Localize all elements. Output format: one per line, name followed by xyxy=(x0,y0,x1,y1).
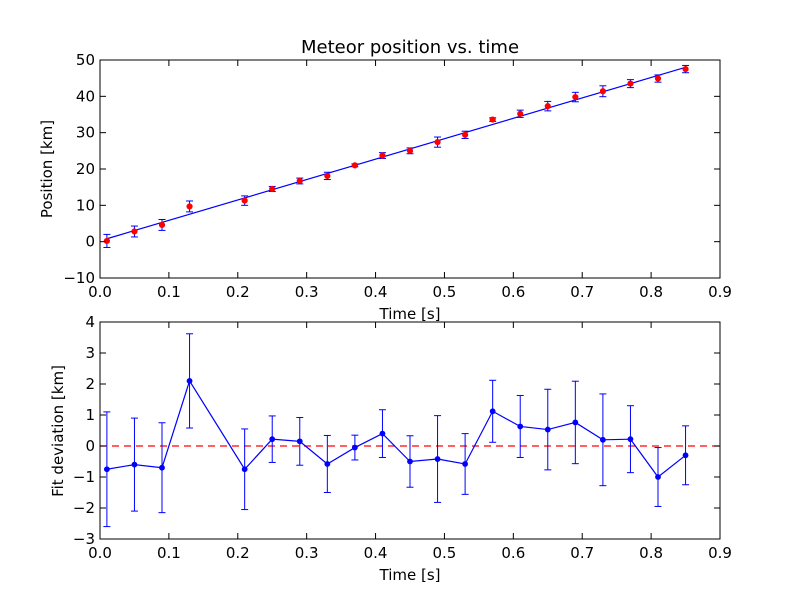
position-chart-y-tick-label: 40 xyxy=(76,87,95,105)
deviation-data-point xyxy=(599,436,606,443)
position-chart-y-tick-label: 30 xyxy=(76,124,95,142)
position-data-point xyxy=(324,172,331,180)
deviation-chart-x-tick-label: 0.3 xyxy=(295,544,319,562)
deviation-data-point xyxy=(131,461,138,468)
position-chart-x-tick-label: 0.8 xyxy=(639,283,663,301)
deviation-chart-x-tick-label: 0.5 xyxy=(433,544,457,562)
deviation-chart-x-tick-label: 0.1 xyxy=(157,544,181,562)
position-chart-x-tick-label: 0.9 xyxy=(708,283,732,301)
position-data-point xyxy=(131,228,138,235)
position-data-point xyxy=(517,110,524,117)
deviation-data-point xyxy=(489,408,496,415)
position-chart-x-tick-label: 0.5 xyxy=(433,283,457,301)
position-chart-y-tick-label: 0 xyxy=(85,233,95,251)
deviation-data-point xyxy=(159,464,165,471)
deviation-data-point xyxy=(462,461,469,467)
deviation-chart-x-tick-label: 0.0 xyxy=(88,544,112,562)
position-data-point xyxy=(599,88,606,95)
position-data-point xyxy=(406,147,414,154)
deviation-data-point xyxy=(407,458,413,465)
deviation-chart: 0.0 0.1 0.2 0.3 0.4 0.5 0.6 0.7 0.8 0.9 −3 −2 −1 0 1 2… xyxy=(49,313,732,584)
deviation-chart-y-tick-label: −2 xyxy=(73,499,95,517)
position-data-point xyxy=(544,103,551,110)
position-chart-x-tick-label: 0.4 xyxy=(364,283,388,301)
position-chart-y-ticks: −10 0 10 20 30 40 50 xyxy=(63,51,720,287)
deviation-chart-x-tick-label: 0.2 xyxy=(226,544,250,562)
position-data-point xyxy=(682,65,689,73)
position-chart: Meteor position vs. time 0.0 0.1 0.2 0.3 0.4… xyxy=(38,37,732,323)
deviation-chart-y-tick-label: 3 xyxy=(85,344,95,362)
deviation-data-point xyxy=(655,474,661,480)
deviation-chart-y-tick-label: 4 xyxy=(85,313,95,331)
position-chart-x-tick-label: 0.3 xyxy=(295,283,319,301)
position-chart-y-tick-label: 10 xyxy=(76,196,95,214)
position-chart-x-tick-label: 0.1 xyxy=(157,283,181,301)
deviation-chart-y-ticks: −3 −2 −1 0 1 2 3 4 xyxy=(73,313,720,548)
deviation-data-point xyxy=(351,444,358,451)
position-data-point xyxy=(269,185,276,193)
position-chart-y-axis-label: Position [km] xyxy=(38,120,56,218)
position-data-point xyxy=(103,237,110,245)
position-chart-x-tick-label: 0.7 xyxy=(570,283,594,301)
position-data-point xyxy=(158,221,166,229)
position-chart-x-axis-label: Time [s] xyxy=(379,305,441,323)
position-data-point xyxy=(186,203,193,210)
deviation-chart-y-tick-label: 2 xyxy=(85,375,95,393)
deviation-data-point xyxy=(517,423,524,430)
position-chart-x-tick-label: 0.0 xyxy=(88,283,112,301)
position-data-point xyxy=(434,139,441,146)
deviation-data-point xyxy=(682,452,689,459)
position-fit-line xyxy=(106,66,686,240)
deviation-chart-x-tick-label: 0.7 xyxy=(570,544,594,562)
position-chart-x-ticks: 0.0 0.1 0.2 0.3 0.4 0.5 0.6 0.7 0.8 0.9 xyxy=(88,60,732,301)
deviation-data-point xyxy=(269,436,276,443)
deviation-data-point xyxy=(324,461,331,467)
deviation-data-point xyxy=(572,419,579,426)
deviation-chart-y-tick-label: 1 xyxy=(85,406,95,424)
deviation-data-point xyxy=(186,378,193,384)
deviation-chart-y-axis-label: Fit deviation [km] xyxy=(49,365,67,497)
position-chart-y-tick-label: −10 xyxy=(63,269,95,287)
position-data-point xyxy=(351,162,358,169)
deviation-data-point xyxy=(627,436,634,443)
deviation-data-point xyxy=(241,466,248,473)
position-chart-data xyxy=(103,64,690,248)
deviation-chart-x-tick-label: 0.6 xyxy=(501,544,525,562)
deviation-chart-x-tick-label: 0.8 xyxy=(639,544,663,562)
deviation-data-point xyxy=(434,456,441,462)
deviation-chart-x-axis-label: Time [s] xyxy=(379,566,441,584)
deviation-chart-x-ticks: 0.0 0.1 0.2 0.3 0.4 0.5 0.6 0.7 0.8 0.9 xyxy=(88,322,732,562)
position-data-point xyxy=(627,80,634,87)
position-chart-x-tick-label: 0.6 xyxy=(501,283,525,301)
position-data-point xyxy=(379,152,386,159)
deviation-data-point xyxy=(379,430,386,437)
position-chart-x-tick-label: 0.2 xyxy=(226,283,250,301)
position-data-point xyxy=(296,177,303,185)
deviation-data-point xyxy=(296,438,303,445)
deviation-chart-x-tick-label: 0.4 xyxy=(364,544,388,562)
position-data-point xyxy=(654,75,662,82)
deviation-chart-y-tick-label: −1 xyxy=(73,468,95,486)
deviation-data-point xyxy=(544,426,551,433)
position-data-point xyxy=(241,197,248,204)
position-chart-y-tick-label: 50 xyxy=(76,51,95,69)
deviation-chart-frame xyxy=(99,321,721,540)
position-data-point xyxy=(462,131,469,138)
position-chart-title: Meteor position vs. time xyxy=(301,37,519,58)
deviation-data-point xyxy=(103,466,110,473)
position-data-point xyxy=(572,93,579,101)
position-data-point xyxy=(489,116,496,123)
position-chart-y-tick-label: 20 xyxy=(76,160,95,178)
deviation-chart-y-tick-label: 0 xyxy=(85,437,95,455)
deviation-chart-x-tick-label: 0.9 xyxy=(708,544,732,562)
deviation-chart-y-tick-label: −3 xyxy=(73,530,95,548)
deviation-chart-data xyxy=(100,333,720,528)
